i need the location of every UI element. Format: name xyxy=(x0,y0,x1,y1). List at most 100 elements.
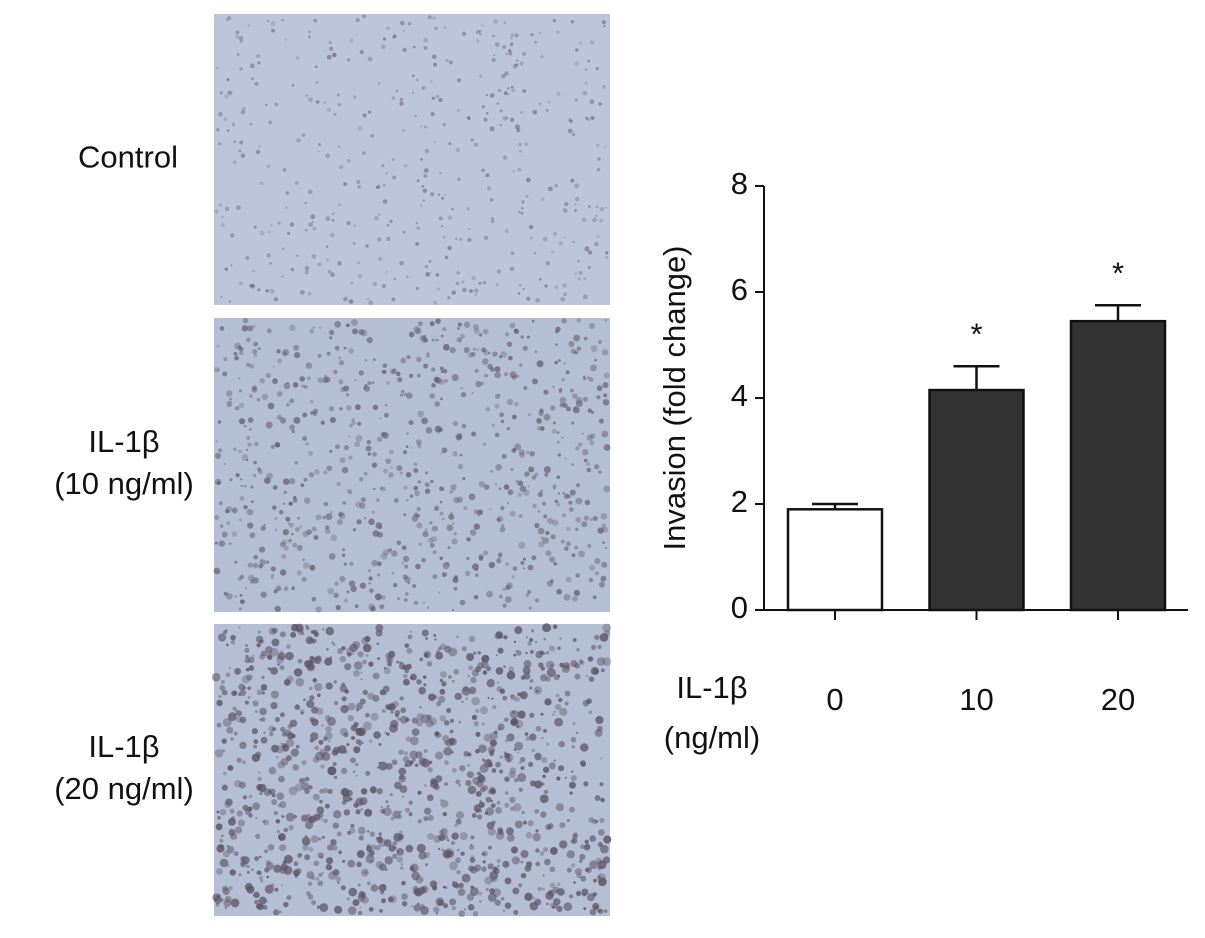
cell xyxy=(253,341,259,347)
cell xyxy=(326,857,334,865)
cell xyxy=(325,863,333,871)
cell xyxy=(387,896,394,903)
cell xyxy=(260,525,266,531)
cell xyxy=(428,259,432,263)
cell xyxy=(558,388,563,392)
cell xyxy=(583,336,588,341)
y-tick-label: 0 xyxy=(731,590,748,625)
cell xyxy=(253,739,259,744)
cell xyxy=(373,487,376,491)
cell xyxy=(535,297,540,303)
cell xyxy=(399,785,408,794)
cell xyxy=(383,412,389,418)
cell xyxy=(225,629,228,632)
cell xyxy=(359,582,367,589)
cell xyxy=(352,641,361,650)
cell xyxy=(439,500,443,504)
cell xyxy=(566,867,572,873)
cell xyxy=(447,546,451,550)
cell xyxy=(419,657,424,662)
cell xyxy=(549,663,554,668)
cell xyxy=(597,860,607,870)
cell xyxy=(308,222,313,228)
cell xyxy=(253,744,258,749)
cell xyxy=(589,835,596,842)
cell xyxy=(282,529,289,536)
cell xyxy=(353,224,356,227)
cell xyxy=(221,738,227,744)
cell xyxy=(415,242,420,246)
cell xyxy=(425,471,429,475)
cell xyxy=(254,856,259,861)
cell xyxy=(244,657,251,664)
cell xyxy=(337,745,347,754)
cell xyxy=(499,109,503,113)
cell xyxy=(339,727,348,736)
cell xyxy=(386,732,390,736)
cell xyxy=(549,847,558,855)
cell xyxy=(563,201,569,207)
cell xyxy=(405,717,410,722)
cell xyxy=(494,899,501,906)
cell xyxy=(341,646,346,651)
cell xyxy=(456,869,461,875)
cell xyxy=(333,369,338,375)
cell xyxy=(504,753,514,763)
cell xyxy=(500,505,505,511)
cell xyxy=(485,406,491,412)
cell xyxy=(508,51,513,56)
cell xyxy=(242,317,249,324)
y-tick-label: 6 xyxy=(731,272,748,307)
cell xyxy=(603,24,606,28)
cell xyxy=(357,883,361,887)
cell xyxy=(294,460,299,465)
cell xyxy=(601,20,606,25)
cell xyxy=(429,80,433,83)
cell xyxy=(315,514,322,521)
cell xyxy=(474,666,482,673)
cell xyxy=(586,467,592,473)
cell xyxy=(388,844,396,852)
cell xyxy=(456,635,459,638)
cell xyxy=(552,18,557,23)
cell xyxy=(320,818,324,821)
cell xyxy=(339,655,347,663)
cell xyxy=(367,380,372,386)
cell xyxy=(576,890,582,896)
cell xyxy=(525,831,533,839)
cell xyxy=(578,659,584,664)
cell xyxy=(526,335,530,339)
cell xyxy=(557,453,561,457)
cell xyxy=(587,408,592,413)
cell xyxy=(256,783,263,791)
cell xyxy=(589,40,595,45)
panel-label: (10 ng/ml) xyxy=(54,466,194,501)
cell xyxy=(477,774,485,782)
cell xyxy=(421,758,431,768)
cell xyxy=(218,501,223,506)
cell xyxy=(534,472,539,477)
cell xyxy=(475,380,482,388)
cell xyxy=(384,856,393,865)
cell xyxy=(440,334,444,338)
cell xyxy=(402,664,408,671)
cell xyxy=(520,335,524,339)
cell xyxy=(342,385,350,392)
cell xyxy=(449,490,453,494)
cell xyxy=(357,910,363,916)
cell xyxy=(401,880,406,886)
cell xyxy=(423,816,429,822)
cell xyxy=(489,732,498,741)
cell xyxy=(496,102,499,105)
cell xyxy=(334,701,339,706)
cell xyxy=(447,675,452,679)
cell xyxy=(592,595,597,600)
cell xyxy=(601,523,607,529)
cell xyxy=(319,788,325,794)
cell xyxy=(234,779,242,788)
cell xyxy=(506,341,513,347)
cell xyxy=(468,635,476,643)
cell xyxy=(509,510,516,517)
cell xyxy=(413,869,416,873)
cell xyxy=(260,736,268,744)
